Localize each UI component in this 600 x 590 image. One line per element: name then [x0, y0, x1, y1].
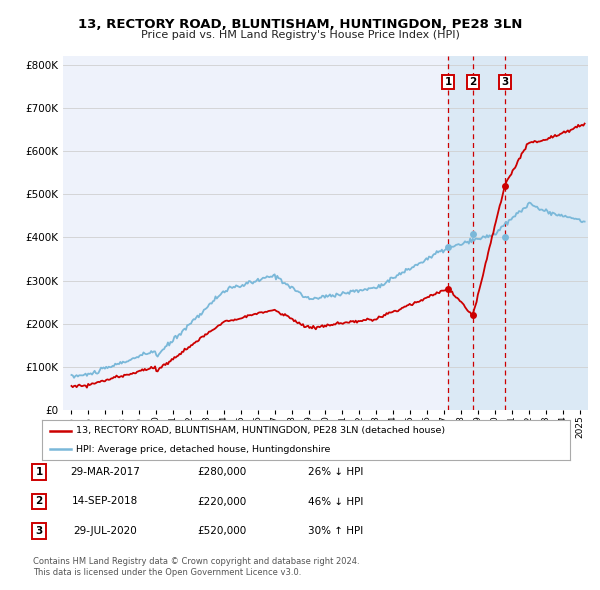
Text: £520,000: £520,000	[197, 526, 247, 536]
Text: 3: 3	[35, 526, 43, 536]
Point	[468, 310, 478, 320]
Text: 29-JUL-2020: 29-JUL-2020	[73, 526, 137, 536]
Text: 30% ↑ HPI: 30% ↑ HPI	[308, 526, 364, 536]
Point	[468, 230, 478, 239]
Text: 1: 1	[35, 467, 43, 477]
Text: This data is licensed under the Open Government Licence v3.0.: This data is licensed under the Open Gov…	[33, 568, 301, 577]
Text: 1: 1	[445, 77, 452, 87]
Point	[443, 284, 453, 294]
Text: Price paid vs. HM Land Registry's House Price Index (HPI): Price paid vs. HM Land Registry's House …	[140, 30, 460, 40]
Text: £220,000: £220,000	[197, 497, 247, 506]
Point	[443, 242, 453, 251]
Text: 13, RECTORY ROAD, BLUNTISHAM, HUNTINGDON, PE28 3LN: 13, RECTORY ROAD, BLUNTISHAM, HUNTINGDON…	[78, 18, 522, 31]
Text: 13, RECTORY ROAD, BLUNTISHAM, HUNTINGDON, PE28 3LN (detached house): 13, RECTORY ROAD, BLUNTISHAM, HUNTINGDON…	[76, 427, 445, 435]
Text: 26% ↓ HPI: 26% ↓ HPI	[308, 467, 364, 477]
Point	[500, 232, 509, 242]
Bar	[448, 56, 588, 410]
Point	[500, 181, 509, 191]
Text: £280,000: £280,000	[197, 467, 247, 477]
Text: 3: 3	[501, 77, 508, 87]
Text: 14-SEP-2018: 14-SEP-2018	[72, 497, 138, 506]
Text: HPI: Average price, detached house, Huntingdonshire: HPI: Average price, detached house, Hunt…	[76, 445, 331, 454]
Text: 2: 2	[469, 77, 476, 87]
Text: 46% ↓ HPI: 46% ↓ HPI	[308, 497, 364, 506]
Text: Contains HM Land Registry data © Crown copyright and database right 2024.: Contains HM Land Registry data © Crown c…	[33, 558, 359, 566]
Text: 2: 2	[35, 497, 43, 506]
Text: 29-MAR-2017: 29-MAR-2017	[70, 467, 140, 477]
